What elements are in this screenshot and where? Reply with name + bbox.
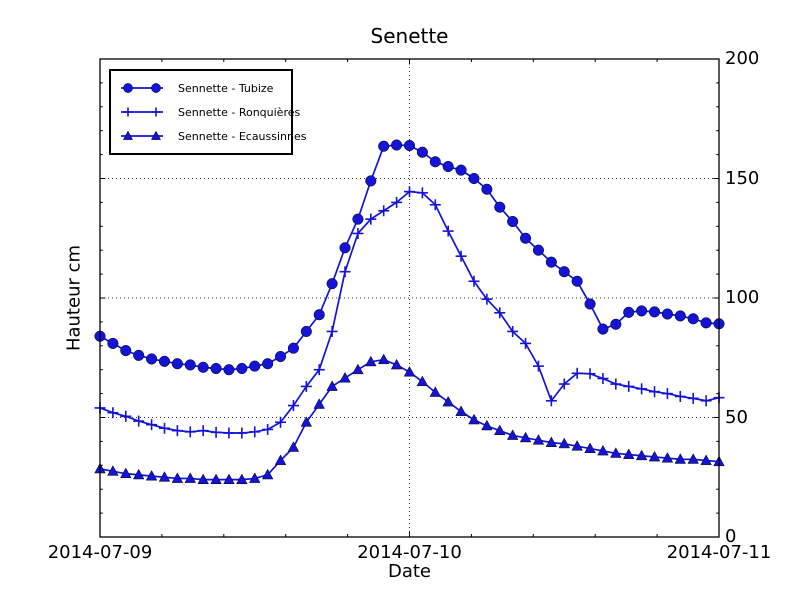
y-tick-label: 0	[725, 526, 737, 547]
y-tick-label: 100	[725, 287, 760, 308]
plot-frame	[99, 58, 720, 538]
legend-entry-ecaussinnes: Sennette - Ecaussinnes	[117, 124, 307, 148]
legend-entry-ronquieres: Sennette - Ronquières	[117, 100, 300, 124]
legend-label-tubize: Sennette - Tubize	[178, 81, 274, 95]
y-tick-label: 50	[725, 406, 748, 428]
series-tubize	[94, 139, 725, 376]
circle-line-sample-icon	[121, 83, 163, 93]
series-ecaussinnes	[94, 353, 725, 485]
legend-entry-tubize: Sennette - Tubize	[117, 76, 291, 100]
legend-label-ecaussinnes: Sennette - Ecaussinnes	[178, 129, 307, 143]
y-axis-label: Hauteur cm	[63, 244, 85, 352]
legend-label-ronquieres: Sennette - Ronquières	[178, 105, 301, 119]
x-tick-label: 2014-07-09	[47, 542, 153, 563]
x-tick-label: 2014-07-11	[666, 542, 772, 563]
y-tick-label: 150	[725, 167, 760, 189]
legend: Sennette - Tubize Sennette - Ronquières …	[109, 69, 307, 155]
chart-title: Senette	[370, 24, 449, 48]
triangle-line-sample-icon	[121, 130, 163, 140]
y-tick-label: 200	[725, 48, 760, 69]
plus-line-sample-icon	[121, 107, 163, 117]
x-tick-label: 2014-07-10	[357, 542, 462, 563]
x-axis-label: Date	[387, 561, 432, 582]
